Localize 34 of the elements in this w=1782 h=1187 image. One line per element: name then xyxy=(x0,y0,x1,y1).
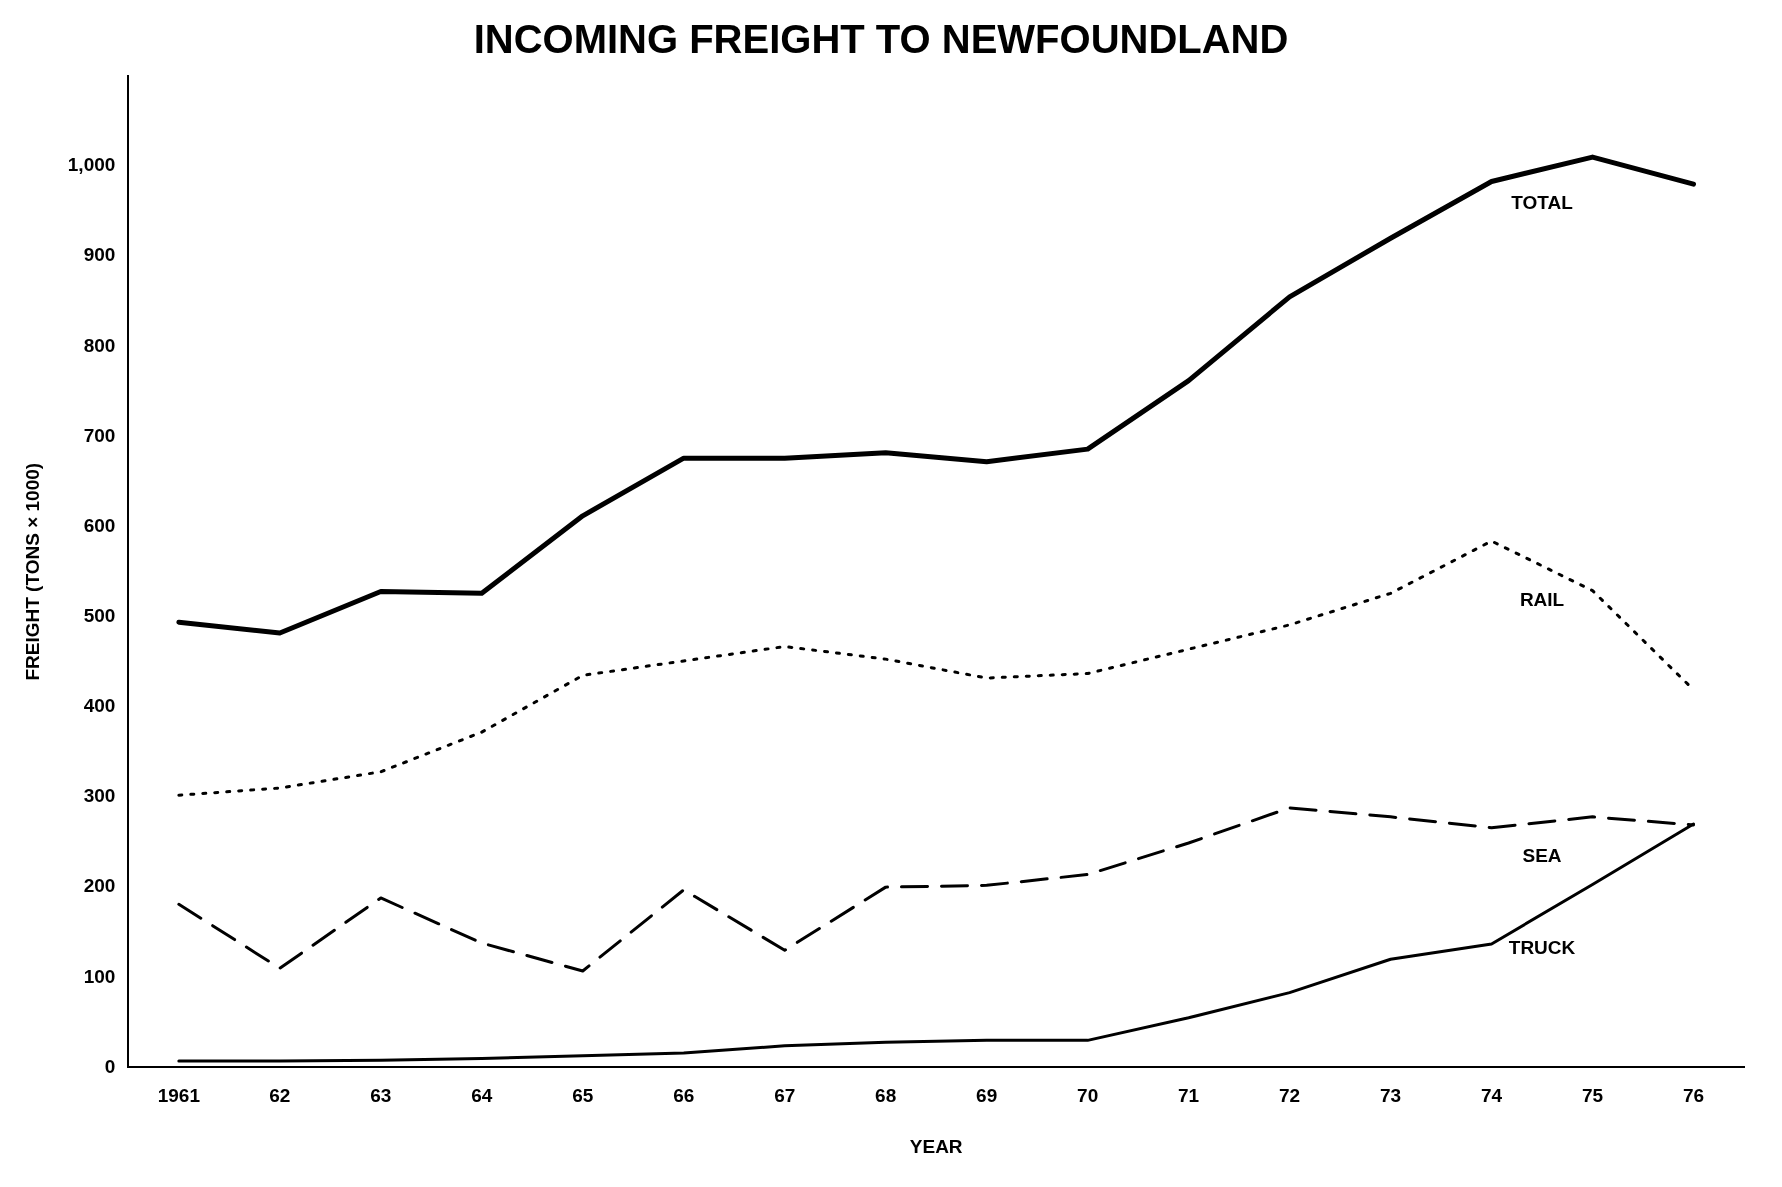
y-tick-label: 700 xyxy=(83,424,116,446)
y-axis-title: FREIGHT (TONS × 1000) xyxy=(21,462,43,681)
x-tick-label: 67 xyxy=(774,1085,796,1107)
x-tick-label: 68 xyxy=(875,1085,897,1107)
y-tick-label: 100 xyxy=(83,965,116,987)
x-tick-label: 64 xyxy=(471,1085,493,1107)
x-tick-label: 62 xyxy=(269,1085,291,1107)
x-tick-label: 71 xyxy=(1178,1085,1200,1107)
series-label: TRUCK xyxy=(1508,937,1576,959)
y-tick-label: 1,000 xyxy=(67,154,116,176)
x-tick-label: 65 xyxy=(572,1085,594,1107)
y-tick-label: 0 xyxy=(104,1055,116,1077)
y-tick-label: 400 xyxy=(83,695,116,717)
y-tick-label: 600 xyxy=(83,514,116,536)
y-tick-label: 500 xyxy=(83,605,116,626)
series-label: TOTAL xyxy=(1511,192,1574,214)
chart-title: INCOMING FREIGHT TO NEWFOUNDLAND xyxy=(473,17,1289,62)
x-tick-label: 66 xyxy=(673,1085,695,1107)
y-tick-label: 800 xyxy=(83,334,116,356)
x-tick-label: 75 xyxy=(1581,1085,1604,1107)
x-tick-label: 72 xyxy=(1279,1085,1301,1107)
series-label: SEA xyxy=(1522,845,1562,867)
x-tick-label: 69 xyxy=(976,1085,998,1107)
series-label: RAIL xyxy=(1519,588,1565,610)
x-tick-label: 70 xyxy=(1077,1085,1099,1107)
y-tick-label: 900 xyxy=(83,244,116,266)
x-axis-title: YEAR xyxy=(909,1135,963,1157)
y-tick-label: 300 xyxy=(83,785,116,807)
x-tick-label: 74 xyxy=(1480,1085,1503,1107)
y-tick-label: 200 xyxy=(83,875,116,897)
x-tick-label: 73 xyxy=(1380,1085,1402,1107)
x-tick-label: 63 xyxy=(370,1085,392,1107)
x-tick-label: 76 xyxy=(1682,1085,1705,1107)
x-tick-label: 1961 xyxy=(157,1085,201,1107)
